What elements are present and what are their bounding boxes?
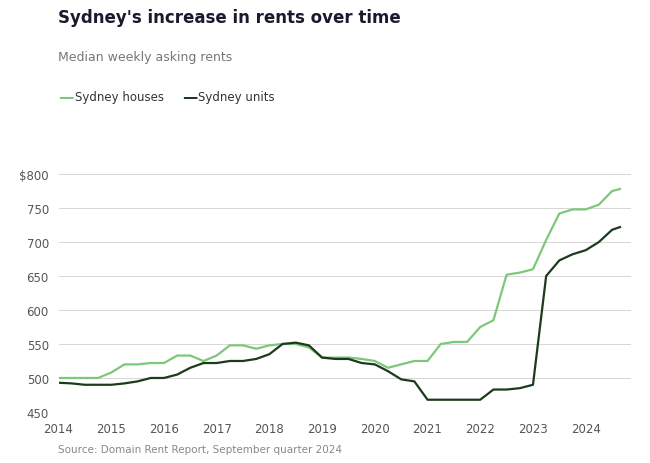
- Sydney houses: [292, 342, 300, 347]
- Sydney houses: [265, 343, 273, 348]
- Sydney houses: [173, 353, 181, 358]
- Sydney houses: [397, 362, 405, 367]
- Sydney houses: [542, 238, 550, 243]
- Sydney units: [55, 380, 62, 386]
- Text: Sydney houses: Sydney houses: [75, 91, 164, 104]
- Text: Sydney's increase in rents over time: Sydney's increase in rents over time: [58, 9, 401, 27]
- Sydney houses: [107, 370, 115, 375]
- Sydney houses: [450, 339, 458, 345]
- Sydney units: [318, 355, 326, 361]
- Sydney units: [81, 382, 89, 388]
- Sydney units: [608, 227, 616, 233]
- Sydney houses: [437, 342, 445, 347]
- Sydney units: [582, 248, 590, 253]
- Sydney houses: [147, 361, 155, 366]
- Sydney houses: [502, 272, 510, 278]
- Sydney units: [187, 365, 194, 371]
- Sydney houses: [344, 355, 352, 361]
- Sydney units: [616, 225, 624, 231]
- Sydney houses: [68, 375, 75, 381]
- Sydney units: [68, 381, 75, 386]
- Sydney units: [94, 382, 102, 388]
- Sydney houses: [318, 355, 326, 361]
- Sydney houses: [279, 342, 287, 347]
- Sydney units: [424, 397, 432, 403]
- Text: Sydney units: Sydney units: [198, 91, 275, 104]
- Sydney houses: [516, 270, 524, 276]
- Sydney units: [463, 397, 471, 403]
- Text: —: —: [182, 90, 198, 105]
- Line: Sydney houses: Sydney houses: [58, 190, 620, 378]
- Sydney units: [226, 358, 234, 364]
- Sydney units: [410, 379, 418, 384]
- Sydney houses: [332, 355, 339, 361]
- Sydney houses: [529, 267, 537, 272]
- Sydney houses: [424, 358, 432, 364]
- Sydney houses: [120, 362, 128, 367]
- Sydney houses: [252, 346, 260, 352]
- Sydney units: [476, 397, 484, 403]
- Sydney houses: [213, 353, 220, 358]
- Sydney units: [344, 357, 352, 362]
- Sydney units: [556, 258, 564, 263]
- Sydney units: [107, 382, 115, 388]
- Sydney units: [489, 387, 497, 393]
- Sydney houses: [463, 339, 471, 345]
- Sydney units: [305, 343, 313, 348]
- Sydney houses: [569, 207, 577, 213]
- Sydney units: [252, 357, 260, 362]
- Sydney units: [529, 382, 537, 388]
- Sydney houses: [582, 207, 590, 213]
- Sydney houses: [608, 189, 616, 194]
- Sydney houses: [187, 353, 194, 358]
- Sydney units: [200, 361, 207, 366]
- Sydney houses: [489, 318, 497, 323]
- Sydney units: [595, 240, 603, 245]
- Sydney units: [358, 361, 365, 366]
- Sydney houses: [476, 325, 484, 330]
- Sydney houses: [616, 187, 624, 193]
- Sydney units: [292, 340, 300, 346]
- Line: Sydney units: Sydney units: [58, 228, 620, 400]
- Sydney houses: [81, 375, 89, 381]
- Sydney houses: [160, 361, 168, 366]
- Sydney houses: [55, 375, 62, 381]
- Text: Source: Domain Rent Report, September quarter 2024: Source: Domain Rent Report, September qu…: [58, 444, 343, 454]
- Sydney units: [371, 362, 379, 367]
- Sydney units: [265, 351, 273, 357]
- Sydney units: [134, 379, 142, 384]
- Sydney units: [502, 387, 510, 393]
- Sydney units: [397, 377, 405, 382]
- Text: —: —: [58, 90, 74, 105]
- Sydney units: [173, 372, 181, 377]
- Sydney houses: [200, 358, 207, 364]
- Sydney units: [450, 397, 458, 403]
- Sydney houses: [358, 357, 365, 362]
- Sydney units: [542, 274, 550, 279]
- Sydney houses: [305, 345, 313, 350]
- Sydney units: [516, 386, 524, 391]
- Sydney units: [332, 357, 339, 362]
- Sydney houses: [134, 362, 142, 367]
- Sydney houses: [384, 365, 392, 371]
- Sydney houses: [371, 358, 379, 364]
- Sydney units: [147, 375, 155, 381]
- Sydney units: [213, 361, 220, 366]
- Sydney units: [120, 381, 128, 386]
- Sydney houses: [556, 211, 564, 217]
- Sydney houses: [239, 343, 247, 348]
- Sydney units: [160, 375, 168, 381]
- Sydney houses: [226, 343, 234, 348]
- Sydney units: [569, 252, 577, 257]
- Sydney units: [437, 397, 445, 403]
- Text: Median weekly asking rents: Median weekly asking rents: [58, 51, 233, 64]
- Sydney units: [384, 369, 392, 374]
- Sydney units: [279, 342, 287, 347]
- Sydney houses: [94, 375, 102, 381]
- Sydney houses: [595, 202, 603, 208]
- Sydney houses: [410, 358, 418, 364]
- Sydney units: [239, 358, 247, 364]
